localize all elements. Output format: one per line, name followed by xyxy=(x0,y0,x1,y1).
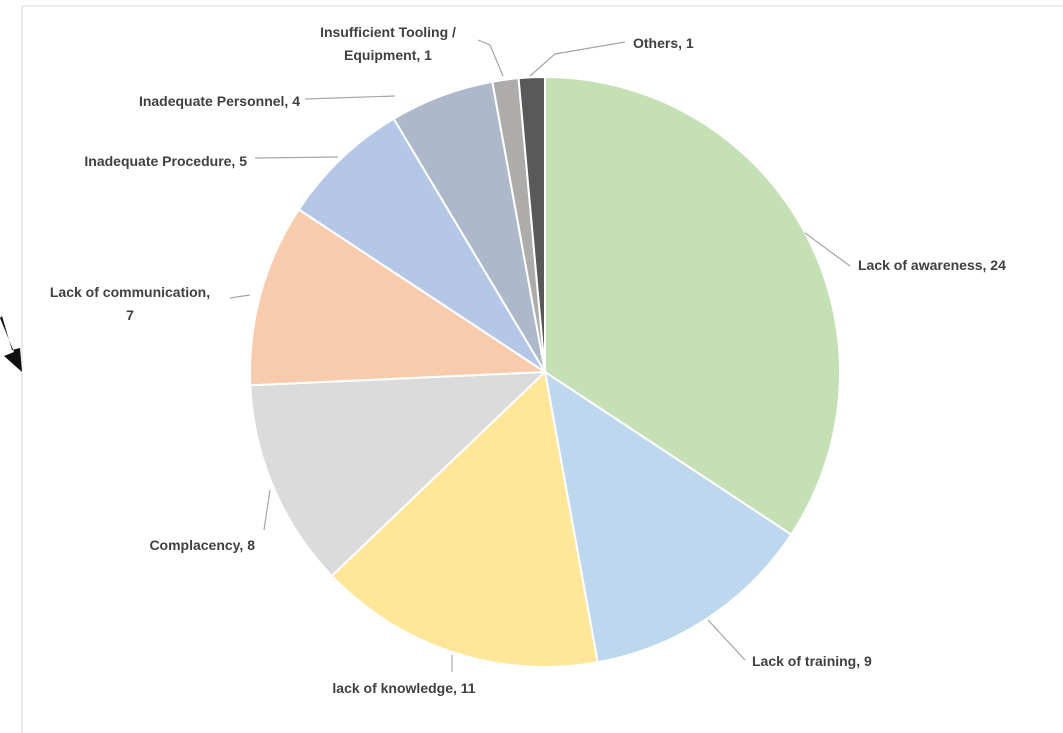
data-label: Complacency, 8 xyxy=(149,537,255,553)
data-label: Lack of awareness, 24 xyxy=(858,257,1006,273)
leader-line xyxy=(477,39,504,77)
pie xyxy=(249,75,841,668)
data-label: Lack of training, 9 xyxy=(752,653,872,669)
leader-line xyxy=(304,95,396,100)
data-label: lack of knowledge, 11 xyxy=(332,680,475,696)
data-label: Inadequate Personnel, 4 xyxy=(139,93,300,109)
data-label: Inadequate Procedure, 5 xyxy=(84,153,247,169)
pie-slice xyxy=(297,117,546,373)
leader-line xyxy=(804,232,851,267)
data-labels: Lack of awareness, 24 Lack of training, 9… xyxy=(50,24,1006,696)
leader-line xyxy=(707,619,746,661)
data-label: Others, 1 xyxy=(633,35,694,51)
pie-slice xyxy=(517,75,546,373)
leader-line xyxy=(263,489,271,531)
pie-slice xyxy=(249,370,548,578)
data-label: Insufficient Tooling / Equipment, 1 xyxy=(320,24,456,63)
pie-slice xyxy=(249,208,549,387)
leader-line xyxy=(529,41,626,77)
arrow-decoration xyxy=(0,316,22,372)
data-label: Lack of communication, 7 xyxy=(50,284,210,323)
pie-slice xyxy=(330,369,599,668)
leader-line xyxy=(229,294,251,299)
leader-line xyxy=(254,156,339,159)
pie-slice xyxy=(543,369,793,664)
